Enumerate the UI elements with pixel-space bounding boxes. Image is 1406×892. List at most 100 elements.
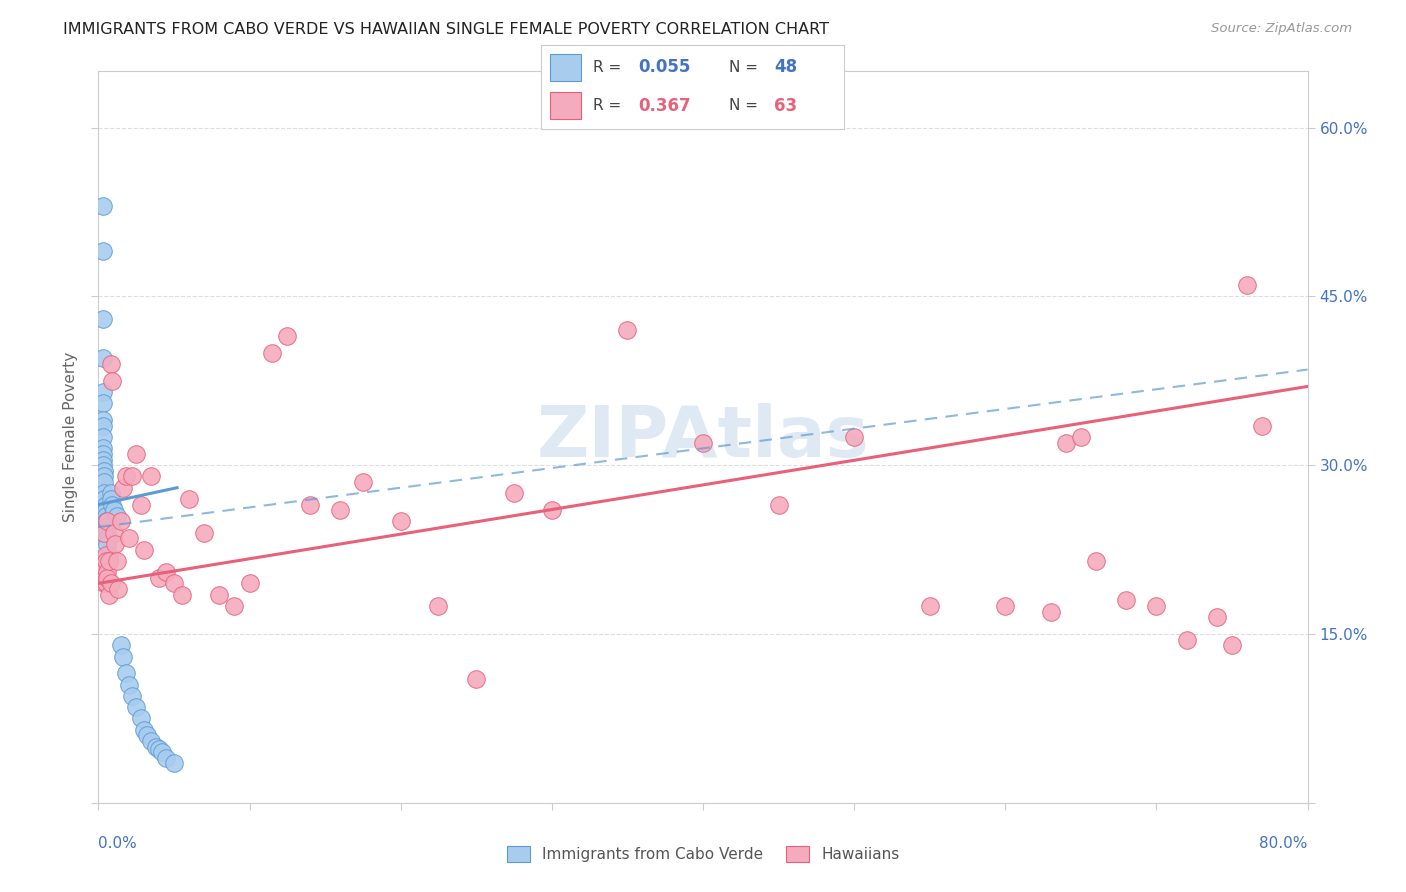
Point xyxy=(107,582,129,596)
Text: 48: 48 xyxy=(775,59,797,77)
Point xyxy=(111,481,134,495)
Point xyxy=(145,739,167,754)
Point xyxy=(994,599,1017,613)
Point xyxy=(94,548,117,562)
Point xyxy=(96,525,118,540)
Point xyxy=(1206,610,1229,624)
Point xyxy=(129,498,152,512)
Point xyxy=(135,728,157,742)
Point xyxy=(179,491,201,506)
Bar xyxy=(550,54,581,81)
Point xyxy=(100,357,122,371)
Point xyxy=(91,199,114,213)
Text: 0.0%: 0.0% xyxy=(98,836,138,851)
Text: N =: N = xyxy=(728,98,762,113)
Point xyxy=(91,447,114,461)
Point xyxy=(329,503,352,517)
Point xyxy=(121,469,143,483)
Point xyxy=(98,588,121,602)
Point xyxy=(93,525,115,540)
Point xyxy=(105,508,128,523)
Point xyxy=(148,571,170,585)
Point xyxy=(1220,638,1243,652)
Point xyxy=(163,576,186,591)
Point xyxy=(125,700,148,714)
Point xyxy=(91,385,114,400)
Point xyxy=(224,599,246,613)
Point xyxy=(262,345,284,359)
Point xyxy=(103,525,125,540)
Point xyxy=(91,418,114,433)
Point xyxy=(91,351,114,366)
Point xyxy=(110,515,132,529)
Point xyxy=(96,532,118,546)
Point xyxy=(1144,599,1167,613)
Point xyxy=(98,554,121,568)
Point xyxy=(94,520,117,534)
Point xyxy=(208,588,231,602)
Point xyxy=(96,565,118,579)
Text: 63: 63 xyxy=(775,96,797,114)
Text: 0.367: 0.367 xyxy=(638,96,690,114)
Text: R =: R = xyxy=(593,60,626,75)
Point xyxy=(132,542,155,557)
Point xyxy=(103,503,125,517)
Point xyxy=(148,741,170,756)
Point xyxy=(1070,430,1092,444)
Point xyxy=(110,638,132,652)
Point xyxy=(389,515,412,529)
Text: 0.055: 0.055 xyxy=(638,59,690,77)
Y-axis label: Single Female Poverty: Single Female Poverty xyxy=(63,352,79,522)
Point xyxy=(1054,435,1077,450)
Point xyxy=(616,323,638,337)
Point xyxy=(100,576,122,591)
Point xyxy=(540,503,562,517)
Point xyxy=(299,498,322,512)
Point xyxy=(163,756,186,771)
Point xyxy=(91,244,114,259)
Point xyxy=(170,588,193,602)
Point xyxy=(96,571,118,585)
Point xyxy=(141,734,163,748)
Point xyxy=(1236,278,1258,293)
Point xyxy=(94,576,117,591)
Point xyxy=(91,458,114,473)
Text: 80.0%: 80.0% xyxy=(1260,836,1308,851)
Point xyxy=(132,723,155,737)
Point xyxy=(1175,632,1198,647)
Point xyxy=(93,464,115,478)
Point xyxy=(91,413,114,427)
Point xyxy=(93,475,115,489)
Point xyxy=(93,469,115,483)
Point xyxy=(1115,593,1137,607)
Point xyxy=(118,678,141,692)
Point xyxy=(93,486,115,500)
Point xyxy=(96,537,118,551)
Point xyxy=(111,649,134,664)
Point xyxy=(352,475,374,489)
Point xyxy=(94,498,117,512)
Point xyxy=(105,554,128,568)
Point xyxy=(98,554,121,568)
Point xyxy=(276,328,298,343)
Point xyxy=(844,430,866,444)
Point xyxy=(96,515,118,529)
Point xyxy=(503,486,526,500)
Point xyxy=(150,745,173,759)
Point xyxy=(114,469,136,483)
Point xyxy=(129,711,152,725)
Text: ZIPAtlas: ZIPAtlas xyxy=(537,402,869,472)
Point xyxy=(93,491,115,506)
Point xyxy=(427,599,450,613)
Text: Source: ZipAtlas.com: Source: ZipAtlas.com xyxy=(1212,22,1353,36)
Point xyxy=(93,576,115,591)
Point xyxy=(94,508,117,523)
Point xyxy=(118,532,141,546)
Point xyxy=(98,548,121,562)
Point xyxy=(465,672,488,686)
Point xyxy=(692,435,714,450)
Text: IMMIGRANTS FROM CABO VERDE VS HAWAIIAN SINGLE FEMALE POVERTY CORRELATION CHART: IMMIGRANTS FROM CABO VERDE VS HAWAIIAN S… xyxy=(63,22,830,37)
Text: N =: N = xyxy=(728,60,762,75)
Point xyxy=(1251,418,1274,433)
Point xyxy=(1039,605,1062,619)
